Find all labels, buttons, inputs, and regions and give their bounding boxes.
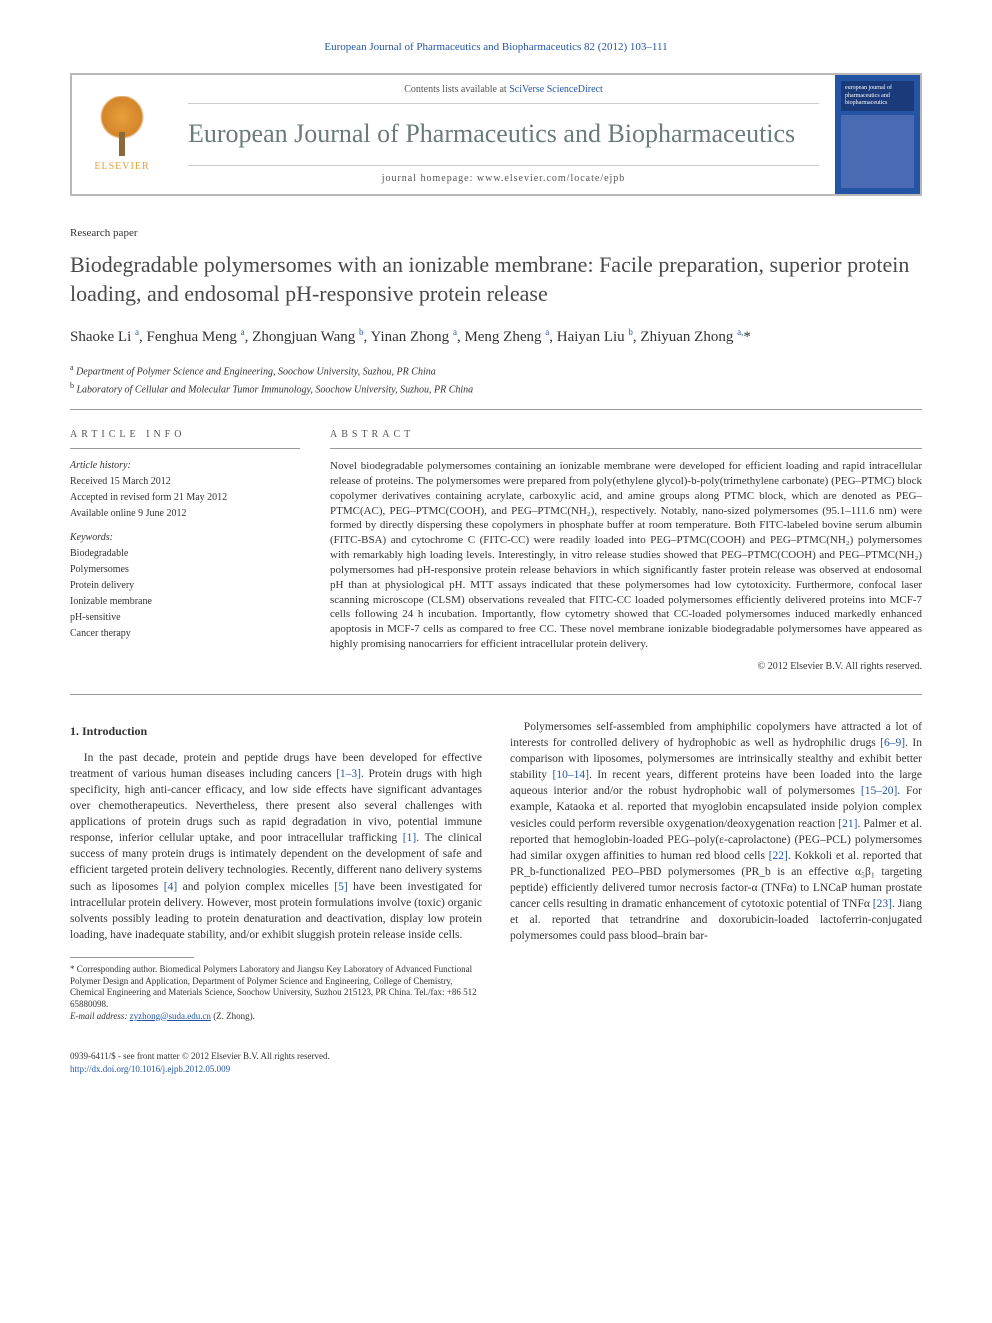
- homepage-pre: journal homepage:: [382, 173, 477, 184]
- journal-header: ELSEVIER Contents lists available at Sci…: [70, 73, 922, 195]
- corresponding-footnote: * Corresponding author. Biomedical Polym…: [70, 964, 482, 1011]
- elsevier-logo-box: ELSEVIER: [72, 75, 172, 193]
- doi-prefix-link[interactable]: http://dx.doi.org/: [70, 1064, 131, 1074]
- history-line: Received 15 March 2012: [70, 475, 300, 489]
- footnote-separator: [70, 957, 194, 958]
- cover-line2: pharmaceutics and biopharmaceutics: [845, 93, 910, 107]
- page-footer: 0939-6411/$ - see front matter © 2012 El…: [70, 1050, 922, 1075]
- journal-cover-thumbnail: european journal of pharmaceutics and bi…: [835, 75, 920, 193]
- keyword-line: pH-sensitive: [70, 611, 300, 625]
- footer-copyright: 0939-6411/$ - see front matter © 2012 El…: [70, 1050, 922, 1063]
- doi-link[interactable]: 10.1016/j.ejpb.2012.05.009: [131, 1064, 230, 1074]
- article-info-header: ARTICLE INFO: [70, 428, 300, 449]
- email-footnote: E-mail address: zyzhong@suda.edu.cn (Z. …: [70, 1011, 482, 1023]
- cover-title: european journal of pharmaceutics and bi…: [841, 81, 914, 111]
- keyword-line: Biodegradable: [70, 547, 300, 561]
- abstract-copyright: © 2012 Elsevier B.V. All rights reserved…: [330, 660, 922, 674]
- affiliation-line: b Laboratory of Cellular and Molecular T…: [70, 380, 922, 397]
- keyword-line: Polymersomes: [70, 563, 300, 577]
- authors-list: Shaoke Li a, Fenghua Meng a, Zhongjuan W…: [70, 326, 922, 348]
- article-body: 1. Introduction In the past decade, prot…: [70, 719, 922, 1022]
- keyword-line: Cancer therapy: [70, 627, 300, 641]
- contents-available-line: Contents lists available at SciVerse Sci…: [188, 83, 819, 104]
- cover-body: [841, 115, 914, 188]
- abstract-header: ABSTRACT: [330, 428, 922, 449]
- cover-line1: european journal of: [845, 85, 910, 92]
- history-line: Accepted in revised form 21 May 2012: [70, 491, 300, 505]
- abstract-column: ABSTRACT Novel biodegradable polymersome…: [330, 428, 922, 674]
- journal-name: European Journal of Pharmaceutics and Bi…: [188, 116, 819, 152]
- homepage-url[interactable]: www.elsevier.com/locate/ejpb: [477, 173, 625, 184]
- keyword-line: Protein delivery: [70, 579, 300, 593]
- affiliations: a Department of Polymer Science and Engi…: [70, 362, 922, 410]
- intro-para-2: Polymersomes self-assembled from amphiph…: [510, 719, 922, 944]
- intro-heading: 1. Introduction: [70, 723, 482, 740]
- intro-para-1: In the past decade, protein and peptide …: [70, 750, 482, 943]
- info-abstract-row: ARTICLE INFO Article history: Received 1…: [70, 428, 922, 695]
- journal-citation: European Journal of Pharmaceutics and Bi…: [70, 40, 922, 55]
- elsevier-tree-icon: [92, 96, 152, 156]
- header-center: Contents lists available at SciVerse Sci…: [172, 75, 835, 193]
- corr-email-link[interactable]: zyzhong@suda.edu.cn: [130, 1011, 211, 1021]
- elsevier-label: ELSEVIER: [94, 160, 149, 174]
- history-line: Available online 9 June 2012: [70, 507, 300, 521]
- article-info-column: ARTICLE INFO Article history: Received 1…: [70, 428, 300, 674]
- history-label: Article history:: [70, 459, 300, 473]
- affiliation-line: a Department of Polymer Science and Engi…: [70, 362, 922, 379]
- sciencedirect-link[interactable]: SciVerse ScienceDirect: [509, 84, 603, 95]
- keyword-line: Ionizable membrane: [70, 595, 300, 609]
- keywords-label: Keywords:: [70, 531, 300, 545]
- email-suffix: (Z. Zhong).: [211, 1011, 255, 1021]
- email-label: E-mail address:: [70, 1011, 130, 1021]
- article-title: Biodegradable polymersomes with an ioniz…: [70, 251, 922, 308]
- paper-type: Research paper: [70, 226, 922, 241]
- journal-homepage-line: journal homepage: www.elsevier.com/locat…: [188, 165, 819, 186]
- abstract-text: Novel biodegradable polymersomes contain…: [330, 459, 922, 652]
- contents-pre: Contents lists available at: [404, 84, 509, 95]
